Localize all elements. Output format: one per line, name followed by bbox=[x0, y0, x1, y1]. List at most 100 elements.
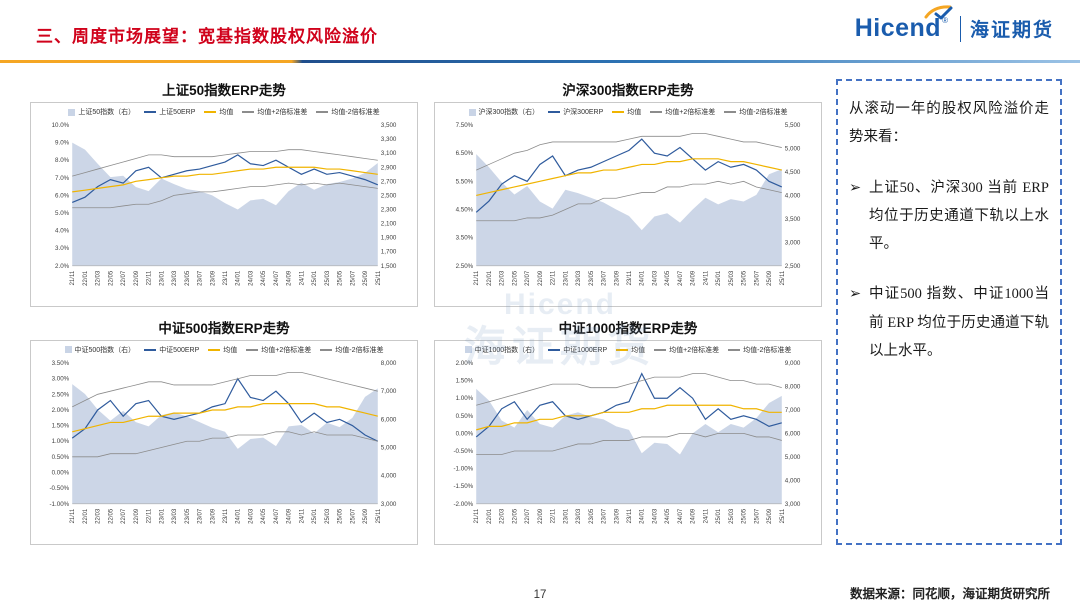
legend-label: 中证1000ERP bbox=[563, 346, 608, 354]
chart-csi500-erp: 中证500指数ERP走势 中证500指数（右） 中证500ERP 均值 均值+2倍标准… bbox=[30, 317, 418, 545]
svg-text:2.00%: 2.00% bbox=[52, 407, 70, 414]
svg-text:24/05: 24/05 bbox=[261, 270, 267, 286]
upper-band-line bbox=[72, 371, 378, 408]
legend-marker bbox=[64, 346, 72, 354]
svg-text:25/05: 25/05 bbox=[742, 508, 748, 524]
svg-text:23/09: 23/09 bbox=[210, 508, 216, 524]
legend-item: 均值+2倍标准差 bbox=[246, 345, 311, 355]
chart-frame: 中证1000指数（右） 中证1000ERP 均值 均值+2倍标准差 均值-2倍标准差 -… bbox=[434, 339, 822, 545]
erp-line bbox=[71, 154, 379, 203]
svg-text:25/07: 25/07 bbox=[350, 508, 356, 524]
svg-text:22/07: 22/07 bbox=[121, 270, 127, 286]
legend-marker bbox=[650, 111, 663, 113]
legend-marker bbox=[612, 111, 625, 113]
svg-text:5,000: 5,000 bbox=[785, 454, 801, 461]
svg-text:3.50%: 3.50% bbox=[456, 235, 474, 242]
svg-text:22/07: 22/07 bbox=[525, 270, 531, 286]
chart-frame: 沪深300指数（右） 沪深300ERP 均值 均值+2倍标准差 均值-2倍标准差 2.5… bbox=[434, 102, 822, 307]
chart-plot: 2.50% 3.50% 4.50% 5.50% 6.50% 7.50% 2,500 3,000… bbox=[456, 122, 801, 286]
svg-text:24/09: 24/09 bbox=[691, 270, 697, 286]
svg-text:23/05: 23/05 bbox=[589, 508, 595, 524]
legend-item: 沪深300ERP bbox=[548, 107, 603, 117]
svg-text:25/07: 25/07 bbox=[754, 508, 760, 524]
analysis-intro: 从滚动一年的股权风险溢价走势来看： bbox=[849, 101, 1049, 146]
svg-text:10.0%: 10.0% bbox=[52, 122, 70, 129]
svg-text:3,000: 3,000 bbox=[785, 501, 801, 508]
svg-text:25/01: 25/01 bbox=[716, 508, 722, 524]
svg-text:7,000: 7,000 bbox=[785, 407, 801, 414]
logo-swoosh-icon bbox=[924, 5, 953, 20]
svg-text:0.50%: 0.50% bbox=[52, 454, 70, 461]
svg-text:25/03: 25/03 bbox=[729, 508, 735, 524]
svg-text:0.00%: 0.00% bbox=[456, 430, 474, 437]
svg-text:25/01: 25/01 bbox=[716, 270, 722, 286]
svg-text:3,100: 3,100 bbox=[381, 150, 397, 157]
bullet-text: 上证50、沪深300 当前 ERP 均位于历史通道下轨以上水平。 bbox=[869, 179, 1049, 253]
lower-band-line bbox=[476, 180, 782, 222]
svg-text:25/09: 25/09 bbox=[767, 270, 773, 286]
svg-text:21/11: 21/11 bbox=[70, 270, 76, 285]
svg-text:25/03: 25/03 bbox=[325, 270, 331, 286]
svg-text:24/09: 24/09 bbox=[287, 508, 293, 524]
svg-text:2,500: 2,500 bbox=[381, 192, 397, 199]
chart-legend: 沪深300指数（右） 沪深300ERP 均值 均值+2倍标准差 均值-2倍标准差 bbox=[436, 105, 820, 117]
legend-item: 沪深300指数（右） bbox=[468, 107, 540, 117]
svg-text:24/07: 24/07 bbox=[274, 508, 280, 524]
svg-text:24/05: 24/05 bbox=[665, 270, 671, 286]
svg-text:2.50%: 2.50% bbox=[456, 263, 474, 270]
svg-text:22/05: 22/05 bbox=[108, 270, 114, 286]
legend-label: 沪深300ERP bbox=[563, 109, 604, 116]
svg-text:1.00%: 1.00% bbox=[456, 395, 474, 402]
bullet-marker: ➢ bbox=[849, 286, 862, 303]
svg-text:23/09: 23/09 bbox=[614, 270, 620, 286]
svg-text:2,900: 2,900 bbox=[381, 164, 397, 171]
svg-text:0.50%: 0.50% bbox=[456, 413, 474, 420]
svg-text:-0.50%: -0.50% bbox=[49, 485, 69, 492]
svg-text:6,000: 6,000 bbox=[381, 416, 397, 423]
svg-text:22/03: 22/03 bbox=[500, 270, 506, 286]
legend-item: 中证1000指数（右） bbox=[464, 345, 539, 355]
right-axis-labels: 3,000 4,000 5,000 6,000 7,000 8,000 9,000 bbox=[785, 360, 801, 508]
svg-text:3,300: 3,300 bbox=[381, 136, 397, 143]
upper-band-line bbox=[476, 133, 782, 171]
content: 上证50指数ERP走势 上证50指数（右） 上证50ERP 均值 均值+2倍标准差 均值… bbox=[30, 79, 1062, 545]
svg-text:23/03: 23/03 bbox=[172, 270, 178, 286]
svg-text:22/07: 22/07 bbox=[525, 508, 531, 524]
svg-text:3,500: 3,500 bbox=[381, 122, 397, 129]
upper-band-line bbox=[72, 149, 378, 177]
legend-label: 均值+2倍标准差 bbox=[261, 346, 312, 354]
chart-csi1000-erp: 中证1000指数ERP走势 中证1000指数（右） 中证1000ERP 均值 均值+2… bbox=[434, 317, 822, 545]
legend-label: 中证500ERP bbox=[159, 346, 200, 354]
svg-text:22/01: 22/01 bbox=[487, 270, 493, 286]
svg-text:4,000: 4,000 bbox=[785, 477, 801, 484]
svg-text:23/03: 23/03 bbox=[576, 270, 582, 286]
mean-line bbox=[72, 166, 378, 193]
svg-text:25/03: 25/03 bbox=[325, 508, 331, 524]
svg-text:22/05: 22/05 bbox=[108, 508, 114, 524]
svg-text:21/11: 21/11 bbox=[474, 270, 480, 285]
svg-text:22/11: 22/11 bbox=[147, 270, 153, 285]
svg-text:2,500: 2,500 bbox=[785, 263, 801, 270]
svg-text:25/09: 25/09 bbox=[363, 508, 369, 524]
svg-text:25/01: 25/01 bbox=[312, 508, 318, 524]
chart-title: 上证50指数ERP走势 bbox=[162, 83, 286, 98]
registered-mark: ® bbox=[942, 16, 948, 25]
charts-grid: 上证50指数ERP走势 上证50指数（右） 上证50ERP 均值 均值+2倍标准差 均值… bbox=[30, 79, 822, 545]
svg-text:1.00%: 1.00% bbox=[52, 438, 70, 445]
svg-text:23/07: 23/07 bbox=[602, 270, 608, 286]
svg-text:25/09: 25/09 bbox=[767, 508, 773, 524]
svg-text:24/05: 24/05 bbox=[665, 508, 671, 524]
erp-line bbox=[475, 372, 782, 438]
svg-text:5.0%: 5.0% bbox=[55, 210, 70, 217]
svg-text:9.0%: 9.0% bbox=[55, 140, 70, 147]
svg-text:22/03: 22/03 bbox=[96, 508, 102, 524]
legend-marker bbox=[144, 348, 157, 351]
svg-text:3,500: 3,500 bbox=[785, 216, 801, 223]
legend-label: 沪深300指数（右） bbox=[478, 109, 540, 116]
svg-text:25/11: 25/11 bbox=[780, 270, 786, 285]
legend-item: 均值+2倍标准差 bbox=[242, 107, 307, 117]
svg-text:8.0%: 8.0% bbox=[55, 157, 70, 164]
svg-text:3.00%: 3.00% bbox=[52, 376, 70, 383]
svg-text:22/09: 22/09 bbox=[538, 270, 544, 286]
